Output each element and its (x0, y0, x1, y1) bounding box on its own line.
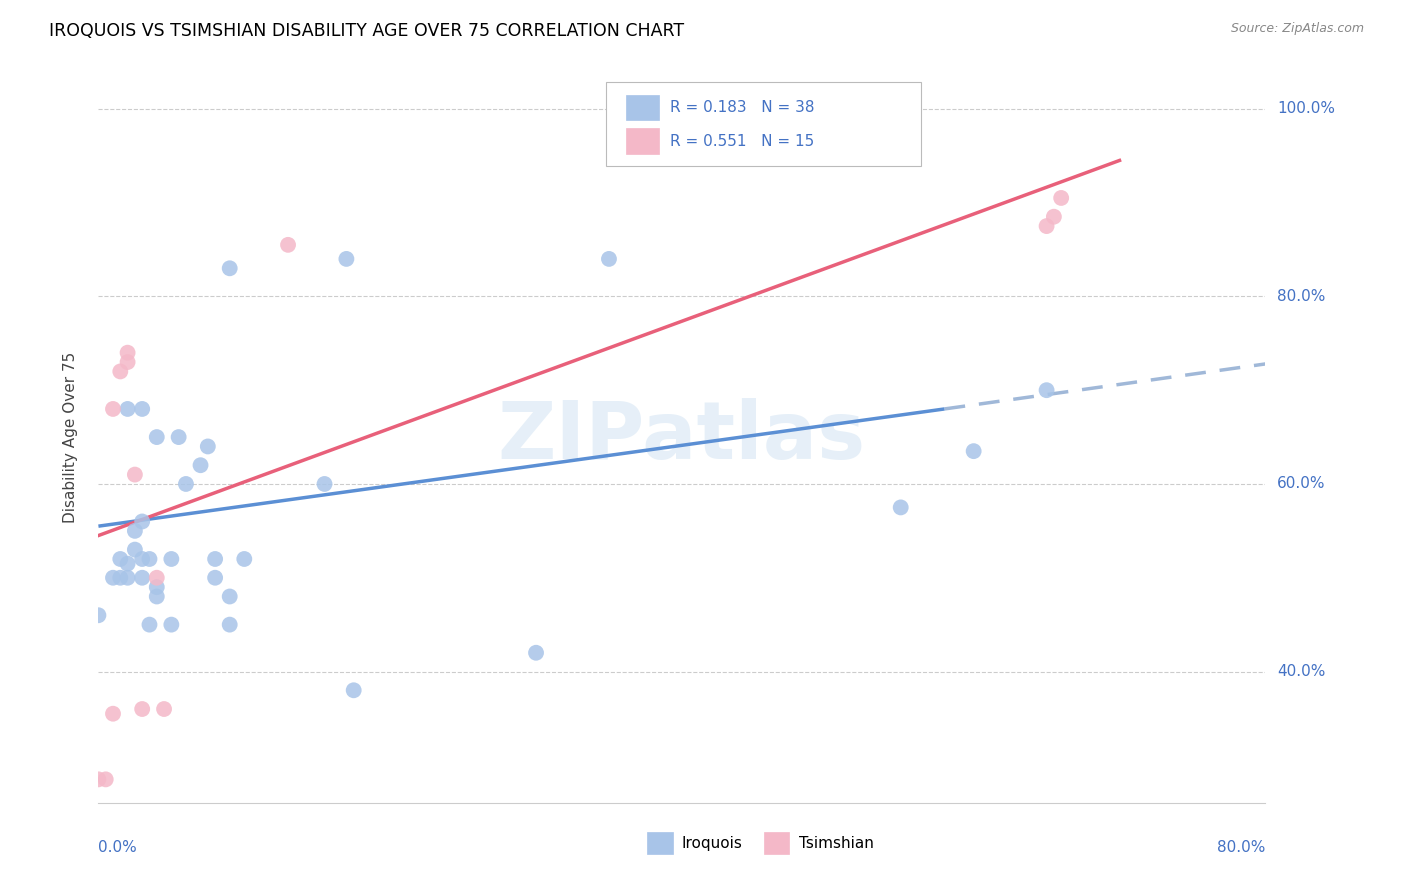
Text: Tsimshian: Tsimshian (799, 836, 873, 851)
Point (117, 355, 139, 369)
Point (117, 571, 139, 585)
Point (277, 237, 299, 252)
Point (233, 552, 256, 566)
Point (131, 515, 153, 529)
Text: 0.0%: 0.0% (98, 840, 138, 855)
Point (204, 552, 226, 566)
Point (110, 571, 132, 585)
Y-axis label: Disability Age Over 75: Disability Age Over 75 (63, 351, 77, 523)
Point (190, 458, 212, 473)
FancyBboxPatch shape (647, 832, 672, 854)
Text: R = 0.551   N = 15: R = 0.551 N = 15 (671, 134, 814, 149)
Point (153, 702, 176, 716)
Text: R = 0.183   N = 38: R = 0.183 N = 38 (671, 100, 814, 115)
Point (110, 552, 132, 566)
Text: 80.0%: 80.0% (1277, 289, 1326, 304)
Text: IROQUOIS VS TSIMSHIAN DISABILITY AGE OVER 75 CORRELATION CHART: IROQUOIS VS TSIMSHIAN DISABILITY AGE OVE… (49, 22, 685, 40)
Point (314, 477, 336, 491)
Point (218, 617, 240, 632)
Point (87, 608, 110, 623)
FancyBboxPatch shape (626, 128, 658, 154)
FancyBboxPatch shape (763, 832, 789, 854)
Text: Iroquois: Iroquois (682, 836, 742, 851)
Point (146, 590, 169, 604)
Point (204, 571, 226, 585)
Point (962, 444, 984, 458)
Point (131, 401, 153, 416)
Point (1050, 191, 1073, 205)
Point (117, 401, 139, 416)
Point (138, 617, 160, 632)
Point (94, 772, 117, 787)
Point (890, 500, 912, 515)
Point (146, 571, 169, 585)
Point (101, 706, 124, 721)
Point (167, 430, 190, 444)
Text: 100.0%: 100.0% (1277, 102, 1336, 116)
Point (131, 552, 153, 566)
Text: Source: ZipAtlas.com: Source: ZipAtlas.com (1230, 22, 1364, 36)
Point (174, 477, 197, 491)
FancyBboxPatch shape (626, 95, 658, 120)
Point (101, 571, 124, 585)
Point (124, 542, 146, 557)
Point (1035, 383, 1057, 397)
Point (117, 345, 139, 359)
FancyBboxPatch shape (606, 82, 921, 167)
Point (110, 364, 132, 378)
Text: 80.0%: 80.0% (1218, 840, 1265, 855)
Point (335, 252, 357, 266)
Point (160, 552, 183, 566)
Point (218, 590, 240, 604)
Text: 40.0%: 40.0% (1277, 664, 1326, 679)
Point (124, 467, 146, 482)
Point (101, 401, 124, 416)
Text: 60.0%: 60.0% (1277, 476, 1326, 491)
Text: ZIPatlas: ZIPatlas (498, 398, 866, 476)
Point (343, 683, 366, 698)
Point (598, 252, 620, 266)
Point (117, 557, 139, 571)
Point (197, 440, 219, 454)
Point (131, 571, 153, 585)
Point (87, 772, 110, 787)
Point (1043, 210, 1066, 224)
Point (160, 617, 183, 632)
Point (146, 430, 169, 444)
Point (131, 702, 153, 716)
Point (218, 261, 240, 276)
Point (124, 524, 146, 538)
Point (524, 646, 547, 660)
Point (138, 552, 160, 566)
Point (1035, 219, 1057, 233)
Point (146, 580, 169, 594)
